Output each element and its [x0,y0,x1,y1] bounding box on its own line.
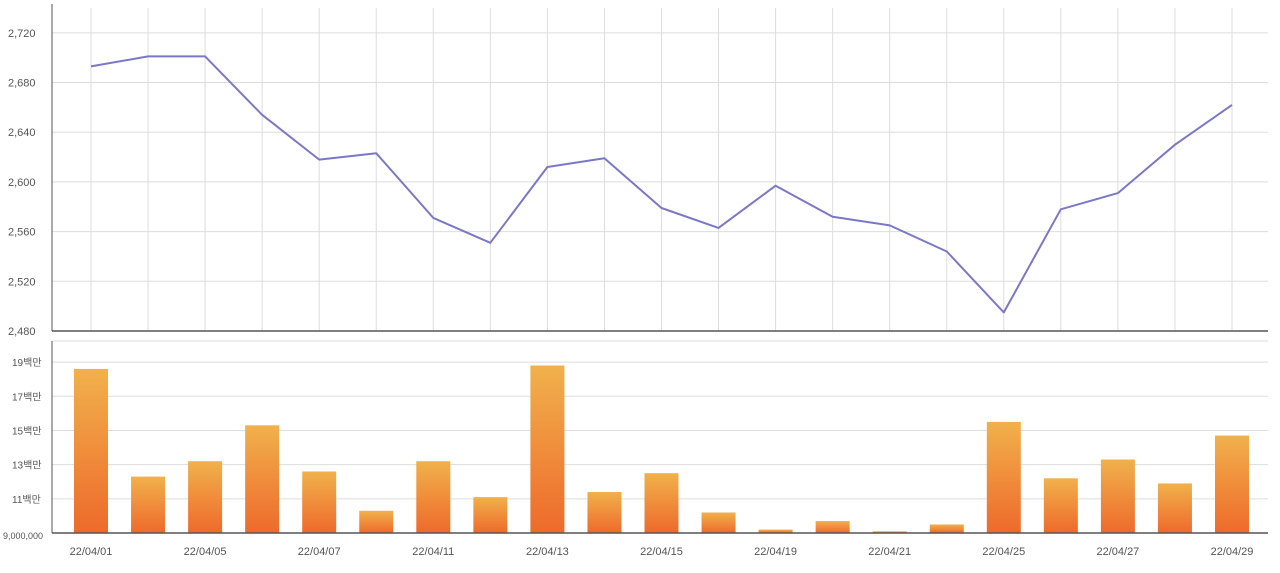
volume-bar [1100,459,1135,533]
x-tick-label: 22/04/11 [412,546,454,558]
volume-bar [986,421,1021,533]
volume-bar [416,461,451,533]
price-tick-label: 2,680 [8,78,36,90]
x-tick-label: 22/04/25 [982,546,1025,558]
volume-bar [872,531,907,533]
volume-bar [473,497,508,533]
price-tick-label: 2,520 [8,276,36,288]
volume-panel: 9,000,000 11백만 13백만 15백만 17백만 19백만 22/04/01 22/… [3,340,1268,558]
price-tick-label: 2,600 [8,177,36,189]
volume-bar [530,365,565,533]
x-tick-label: 22/04/21 [868,546,911,558]
price-line [90,55,1233,314]
volume-bar [302,471,337,533]
volume-tick-label: 19백만 [12,357,42,369]
x-tick-label: 22/04/29 [1211,546,1254,558]
volume-bar [74,368,108,533]
x-tick-label: 22/04/05 [184,546,227,558]
x-tick-label: 22/04/15 [640,546,683,558]
volume-bar [1157,483,1192,533]
volume-bar [188,461,223,533]
volume-bar [815,521,850,533]
volume-tick-label: 13백만 [12,460,42,472]
x-tick-label: 22/04/13 [526,546,569,558]
volume-bar [131,476,166,533]
volume-tick-label: 15백만 [12,425,42,437]
volume-tick-label: 17백만 [12,391,42,403]
x-tick-label: 22/04/27 [1096,546,1139,558]
volume-bar [758,529,793,533]
volume-bar [245,425,280,533]
volume-bar [701,512,736,533]
price-tick-label: 2,480 [8,326,36,338]
volume-bar [587,491,622,533]
price-panel: 2,480 2,520 2,560 2,600 2,640 2,680 2,720 [8,4,1268,338]
volume-bar [359,510,394,533]
price-tick-label: 2,720 [8,28,36,40]
x-tick-label: 22/04/07 [298,546,341,558]
volume-tick-label: 9,000,000 [3,531,43,541]
x-tick-label: 22/04/01 [70,546,113,558]
volume-bar [644,473,679,533]
volume-bar [929,524,964,533]
volume-bar [1043,478,1078,533]
x-tick-label: 22/04/19 [754,546,797,558]
volume-bar [1215,435,1249,533]
price-tick-label: 2,560 [8,227,36,239]
price-tick-label: 2,640 [8,127,36,139]
volume-tick-label: 11백만 [12,494,41,506]
